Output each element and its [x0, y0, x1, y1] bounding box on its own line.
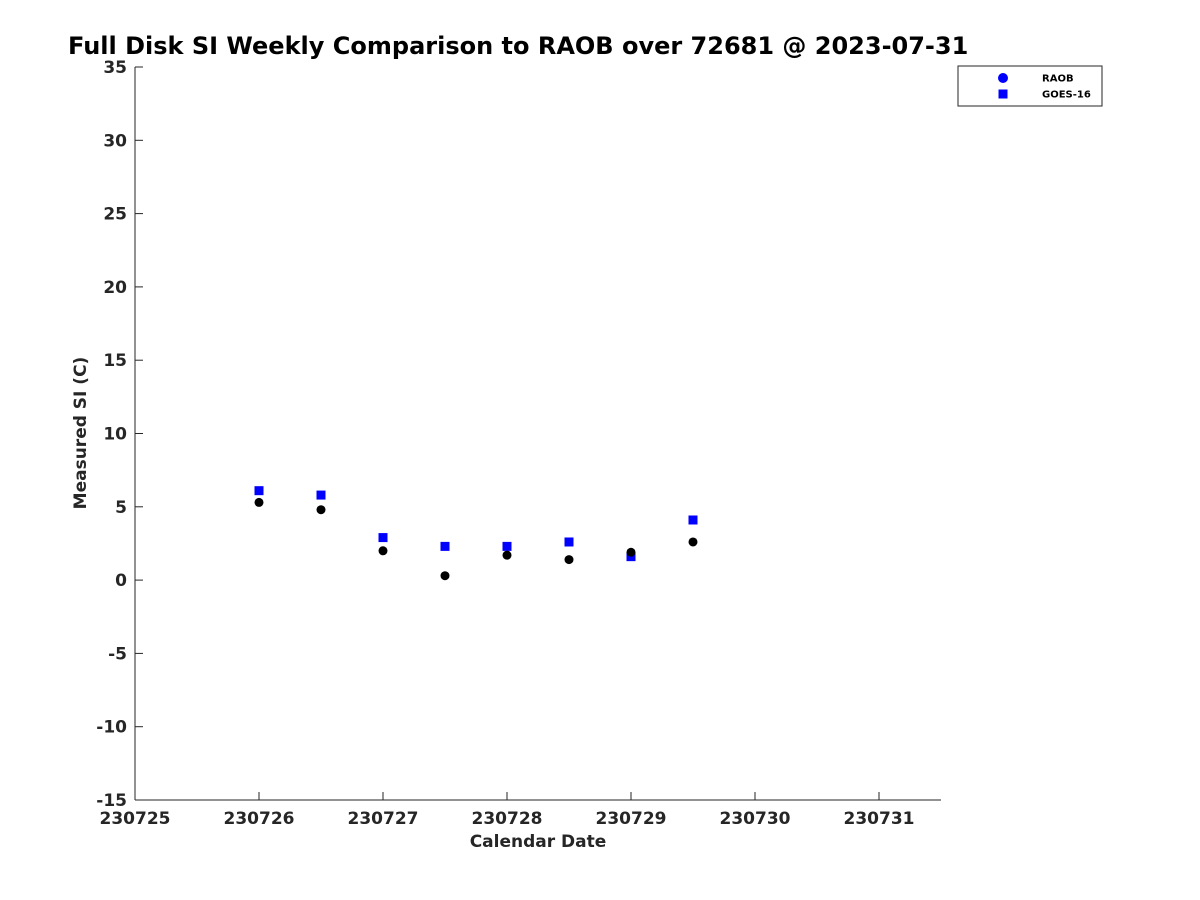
raob-point — [502, 550, 512, 560]
x-ticks: 230725 230726 230727 230728 230729 230730 2307… — [100, 792, 915, 829]
y-tick-label: 15 — [103, 351, 127, 371]
x-tick-label: 230729 — [596, 809, 667, 829]
legend-label-goes-16: GOES-16 — [1042, 90, 1091, 101]
x-axis-label: Calendar Date — [470, 832, 607, 852]
raob-point — [316, 505, 326, 515]
y-tick-label: 25 — [103, 205, 127, 225]
y-ticks: -15 -10 -5 0 5 10 15 20 25 30 35 — [96, 58, 143, 811]
y-tick-label: -10 — [96, 718, 127, 738]
y-tick-label: 30 — [103, 131, 127, 151]
goes-16-point — [440, 541, 450, 551]
raob-point — [564, 555, 574, 565]
raob-point — [378, 546, 388, 556]
goes-16-point — [378, 533, 388, 543]
x-tick-label: 230730 — [720, 809, 791, 829]
legend-marker-goes-16 — [998, 89, 1008, 99]
x-tick-label: 230728 — [472, 809, 543, 829]
goes-16-point — [688, 515, 698, 525]
chart-title: Full Disk SI Weekly Comparison to RAOB o… — [68, 32, 968, 60]
raob-point — [688, 537, 698, 547]
data-series — [254, 486, 698, 581]
plot-axes — [134, 67, 941, 801]
legend: RAOB GOES-16 — [957, 65, 1103, 107]
y-tick-label: -15 — [96, 791, 127, 811]
x-tick-label: 230726 — [224, 809, 295, 829]
legend-label-raob: RAOB — [1042, 74, 1074, 85]
y-tick-label: 0 — [115, 571, 127, 591]
legend-marker-raob — [998, 73, 1008, 83]
x-tick-label: 230725 — [100, 809, 171, 829]
y-tick-label: 20 — [103, 278, 127, 298]
y-tick-label: 5 — [115, 498, 127, 518]
x-tick-label: 230727 — [348, 809, 419, 829]
goes-16-point — [502, 541, 512, 551]
raob-point — [440, 571, 450, 581]
goes-16-point — [316, 490, 326, 500]
goes-16-point — [564, 537, 574, 547]
goes-16-point — [254, 486, 264, 496]
y-tick-label: 35 — [103, 58, 127, 78]
y-tick-label: -5 — [108, 644, 127, 664]
raob-point — [254, 497, 264, 507]
raob-point — [626, 547, 636, 557]
x-tick-label: 230731 — [844, 809, 915, 829]
legend-box — [957, 65, 1103, 107]
y-tick-label: 10 — [103, 425, 127, 445]
y-axis-label: Measured SI (C) — [71, 357, 91, 510]
